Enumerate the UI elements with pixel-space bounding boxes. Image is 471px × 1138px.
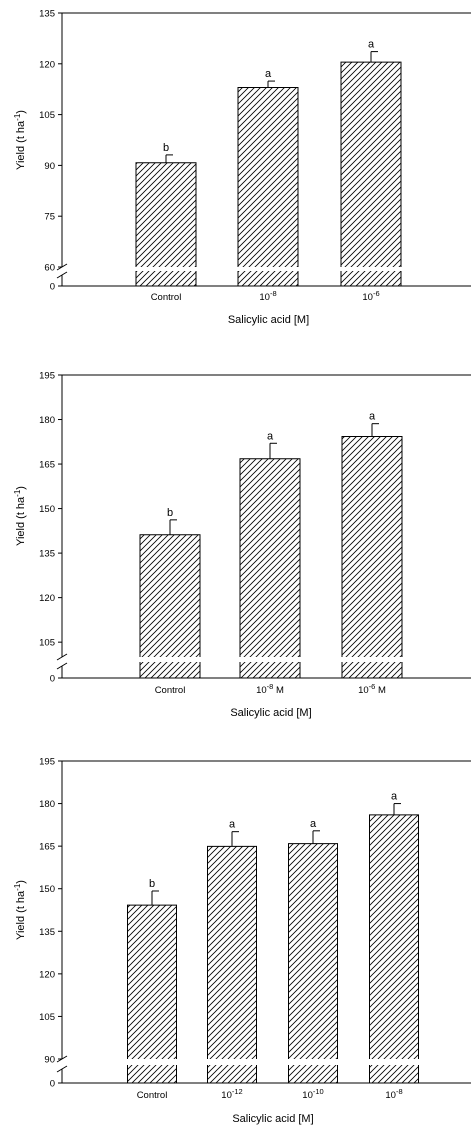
y-tick-label: 135 (39, 9, 55, 20)
significance-label: a (265, 68, 272, 80)
significance-label: b (163, 142, 169, 154)
y-tick-label: 0 (50, 1079, 55, 1090)
x-tick-label: Control (151, 292, 182, 303)
y-axis-title: Yield (t ha-1) (13, 110, 27, 170)
significance-label: a (310, 818, 317, 830)
y-tick-label: 90 (44, 161, 55, 172)
significance-label: a (391, 791, 398, 803)
y-tick-label: 135 (39, 927, 55, 938)
x-tick-label: 10-8 (385, 1087, 402, 1101)
bar-lower (239, 662, 301, 679)
bar (127, 904, 177, 1059)
y-tick-label: 150 (39, 884, 55, 895)
y-tick-label: 0 (50, 674, 55, 685)
significance-label: b (149, 878, 155, 890)
y-tick-label: 180 (39, 415, 55, 426)
y-tick-label: 75 (44, 212, 55, 223)
significance-label: a (369, 411, 376, 423)
bar (369, 814, 419, 1059)
bar-lower (341, 662, 403, 679)
y-tick-label: 180 (39, 799, 55, 810)
x-tick-label: Control (155, 685, 186, 696)
axis-break-mark (56, 653, 68, 661)
bar-lower (237, 271, 299, 287)
bar (288, 843, 338, 1059)
y-tick-label: 135 (39, 549, 55, 560)
y-tick-label: 165 (39, 842, 55, 853)
bar (139, 534, 201, 657)
y-tick-label: 165 (39, 460, 55, 471)
significance-label: a (368, 39, 375, 51)
y-tick-label: 195 (39, 757, 55, 768)
bar-lower (135, 271, 197, 287)
bar (135, 162, 197, 267)
y-tick-label: 120 (39, 59, 55, 70)
y-axis-title: Yield (t ha-1) (13, 486, 27, 546)
y-tick-label: 0 (50, 282, 55, 293)
x-tick-label: 10-8 M (256, 682, 284, 696)
y-tick-label: 120 (39, 969, 55, 980)
y-tick-label: 90 (44, 1055, 55, 1066)
x-tick-label: Control (137, 1090, 168, 1101)
bar (340, 61, 402, 267)
bar (207, 845, 257, 1059)
y-tick-label: 60 (44, 263, 55, 274)
bar-lower (288, 1065, 338, 1084)
axis-break-mark (56, 662, 68, 670)
x-axis-title: Salicylic acid [M] (232, 1113, 313, 1125)
bar-lower (369, 1065, 419, 1084)
bar (239, 458, 301, 657)
y-axis-title: Yield (t ha-1) (13, 880, 27, 940)
significance-label: a (229, 819, 236, 831)
axis-break-mark (56, 271, 68, 279)
x-tick-label: 10-6 (362, 289, 379, 303)
significance-label: a (267, 430, 274, 442)
x-tick-label: 10-12 (221, 1087, 242, 1101)
bar (237, 87, 299, 267)
x-axis-title: Salicylic acid [M] (230, 707, 311, 719)
y-tick-label: 105 (39, 110, 55, 121)
y-tick-label: 120 (39, 593, 55, 604)
yield-chart-3: 90 105 120 135 150 165 180 195 0 Yield (t ha-1) b C… (13, 757, 471, 1125)
y-tick-label: 105 (39, 1012, 55, 1023)
yield-chart-1: 60 75 90 105 120 135 0 Yield (t ha-1) b Control a 1… (13, 9, 471, 326)
x-tick-label: 10-10 (302, 1087, 323, 1101)
x-tick-label: 10-6 M (358, 682, 386, 696)
bar-lower (340, 271, 402, 287)
yield-chart-2: 105 120 135 150 165 180 195 0 Yield (t ha-1) b Con… (13, 371, 471, 719)
bar-lower (139, 662, 201, 679)
bar (341, 435, 403, 657)
x-axis-title: Salicylic acid [M] (228, 314, 309, 326)
y-tick-label: 195 (39, 371, 55, 382)
y-tick-label: 105 (39, 638, 55, 649)
x-tick-label: 10-8 (259, 289, 276, 303)
axis-break-mark (56, 1065, 68, 1073)
bar-lower (207, 1065, 257, 1084)
bar-lower (127, 1065, 177, 1084)
y-tick-label: 150 (39, 504, 55, 515)
significance-label: b (167, 507, 173, 519)
